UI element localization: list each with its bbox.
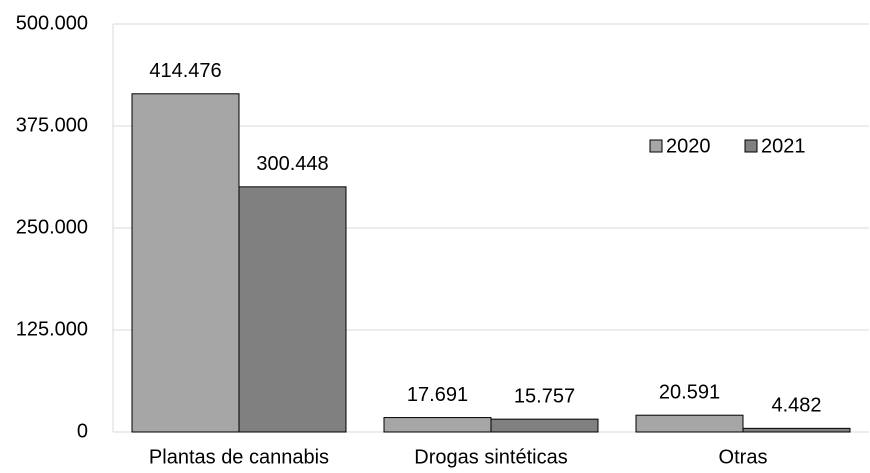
y-tick-label: 125.000 [16,318,88,340]
data-label: 17.691 [407,384,468,406]
data-label: 4.482 [771,395,821,417]
bar [383,417,492,433]
x-tick-label: Drogas sintéticas [414,446,567,468]
legend-label: 2021 [761,135,806,157]
bar [742,427,851,433]
data-label: 20.591 [659,381,720,403]
legend-swatch [744,139,758,153]
x-tick-label: Plantas de cannabis [149,446,329,468]
y-tick-label: 0 [77,420,88,442]
y-tick-label: 375.000 [16,114,88,136]
bar [490,418,599,433]
data-label: 414.476 [149,60,221,82]
bar [238,186,347,433]
bar [635,414,744,433]
y-tick-label: 500.000 [16,12,88,34]
x-tick-label: Otras [719,446,768,468]
bar [131,93,240,433]
legend-swatch [649,139,663,153]
data-label: 15.757 [514,385,575,407]
legend-label: 2020 [666,135,711,157]
data-label: 300.448 [256,153,328,175]
y-tick-label: 250.000 [16,216,88,238]
